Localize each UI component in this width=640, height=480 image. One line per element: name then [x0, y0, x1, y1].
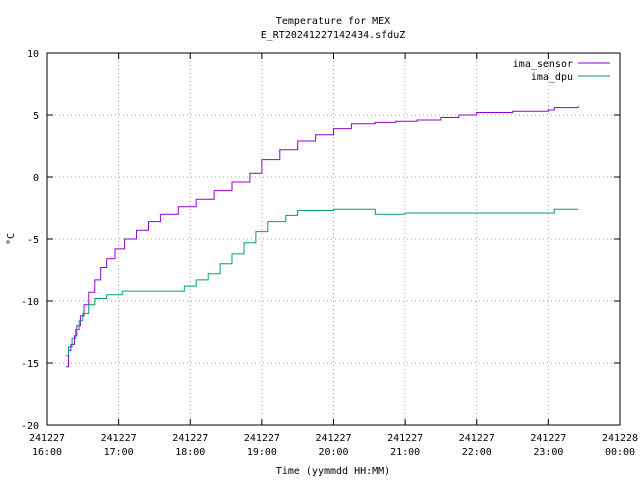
- y-tick-label: -10: [21, 297, 39, 308]
- x-tick-label-date: 241227: [530, 433, 566, 444]
- x-tick-label-date: 241227: [244, 433, 280, 444]
- x-tick-label-date: 241227: [459, 433, 495, 444]
- y-tick-label: -20: [21, 421, 39, 432]
- x-tick-label-time: 17:00: [104, 447, 134, 458]
- chart-title: Temperature for MEX: [276, 16, 390, 27]
- y-tick-label: -15: [21, 359, 39, 370]
- series-line-ima-sensor: [66, 106, 579, 368]
- x-tick-label-time: 00:00: [605, 447, 635, 458]
- y-tick-label: 5: [33, 111, 39, 122]
- y-tick-label: 10: [27, 49, 39, 60]
- x-tick-label-date: 241227: [387, 433, 423, 444]
- x-axis-label: Time (yymmdd HH:MM): [276, 466, 390, 477]
- x-tick-label-time: 23:00: [533, 447, 563, 458]
- x-tick-label-date: 241227: [29, 433, 65, 444]
- x-tick-label-time: 20:00: [318, 447, 348, 458]
- legend-label-ima-dpu: ima_dpu: [531, 72, 573, 83]
- x-tick-label-date: 241228: [602, 433, 638, 444]
- x-tick-label-date: 241227: [315, 433, 351, 444]
- x-tick-label-date: 241227: [172, 433, 208, 444]
- x-tick-label-time: 19:00: [247, 447, 277, 458]
- x-tick-label-time: 21:00: [390, 447, 420, 458]
- chart-subtitle: E_RT20241227142434.sfduZ: [261, 30, 406, 41]
- legend-label-ima-sensor: ima_sensor: [513, 59, 573, 70]
- x-tick-label-date: 241227: [101, 433, 137, 444]
- axis-ticks: 1050-5-10-15-2024122716:0024122717:00241…: [21, 49, 638, 458]
- legend: ima_sensor ima_dpu: [513, 59, 610, 83]
- y-tick-label: 0: [33, 173, 39, 184]
- series-layer: [66, 106, 579, 368]
- x-tick-label-time: 18:00: [175, 447, 205, 458]
- x-tick-label-time: 22:00: [462, 447, 492, 458]
- y-axis-label: °C: [6, 233, 17, 245]
- y-tick-label: -5: [27, 235, 39, 246]
- x-tick-label-time: 16:00: [32, 447, 62, 458]
- series-line-ima-dpu: [66, 208, 579, 357]
